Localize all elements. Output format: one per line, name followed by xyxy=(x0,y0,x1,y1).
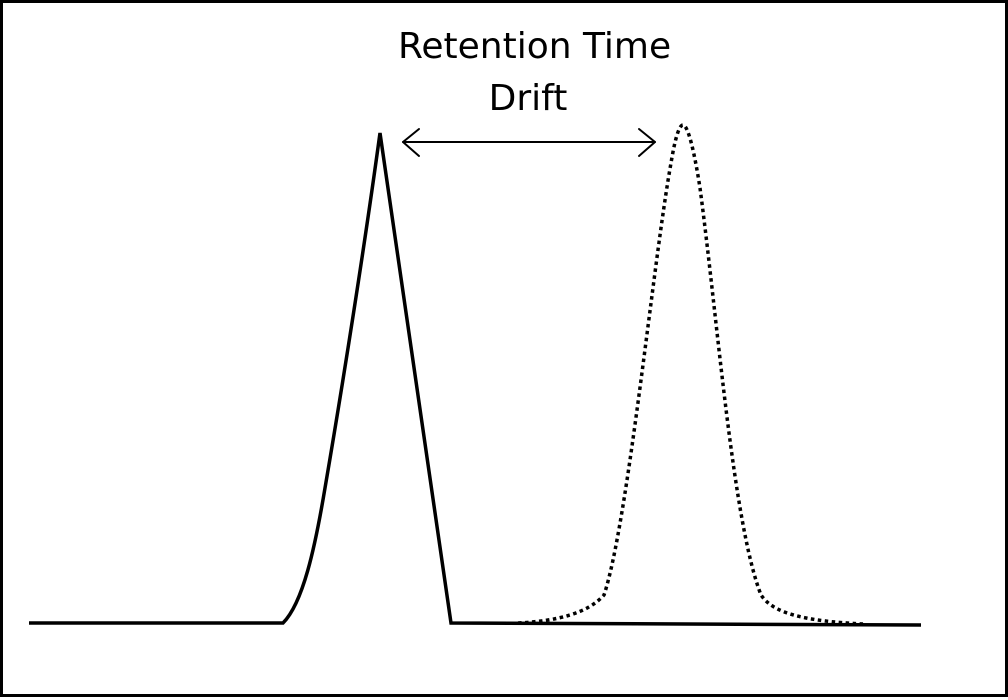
label-line-2: Drift xyxy=(488,78,568,119)
drift-double-arrow xyxy=(402,128,656,157)
arrow-head-left xyxy=(402,128,420,157)
shifted-peak-dotted-line xyxy=(517,123,864,626)
label-line-1: Retention Time xyxy=(398,26,672,67)
arrow-head-right xyxy=(638,128,656,157)
original-peak-line xyxy=(29,132,922,627)
retention-time-drift-label: Retention Time Drift xyxy=(398,21,672,125)
chromatogram-diagram xyxy=(29,123,922,627)
